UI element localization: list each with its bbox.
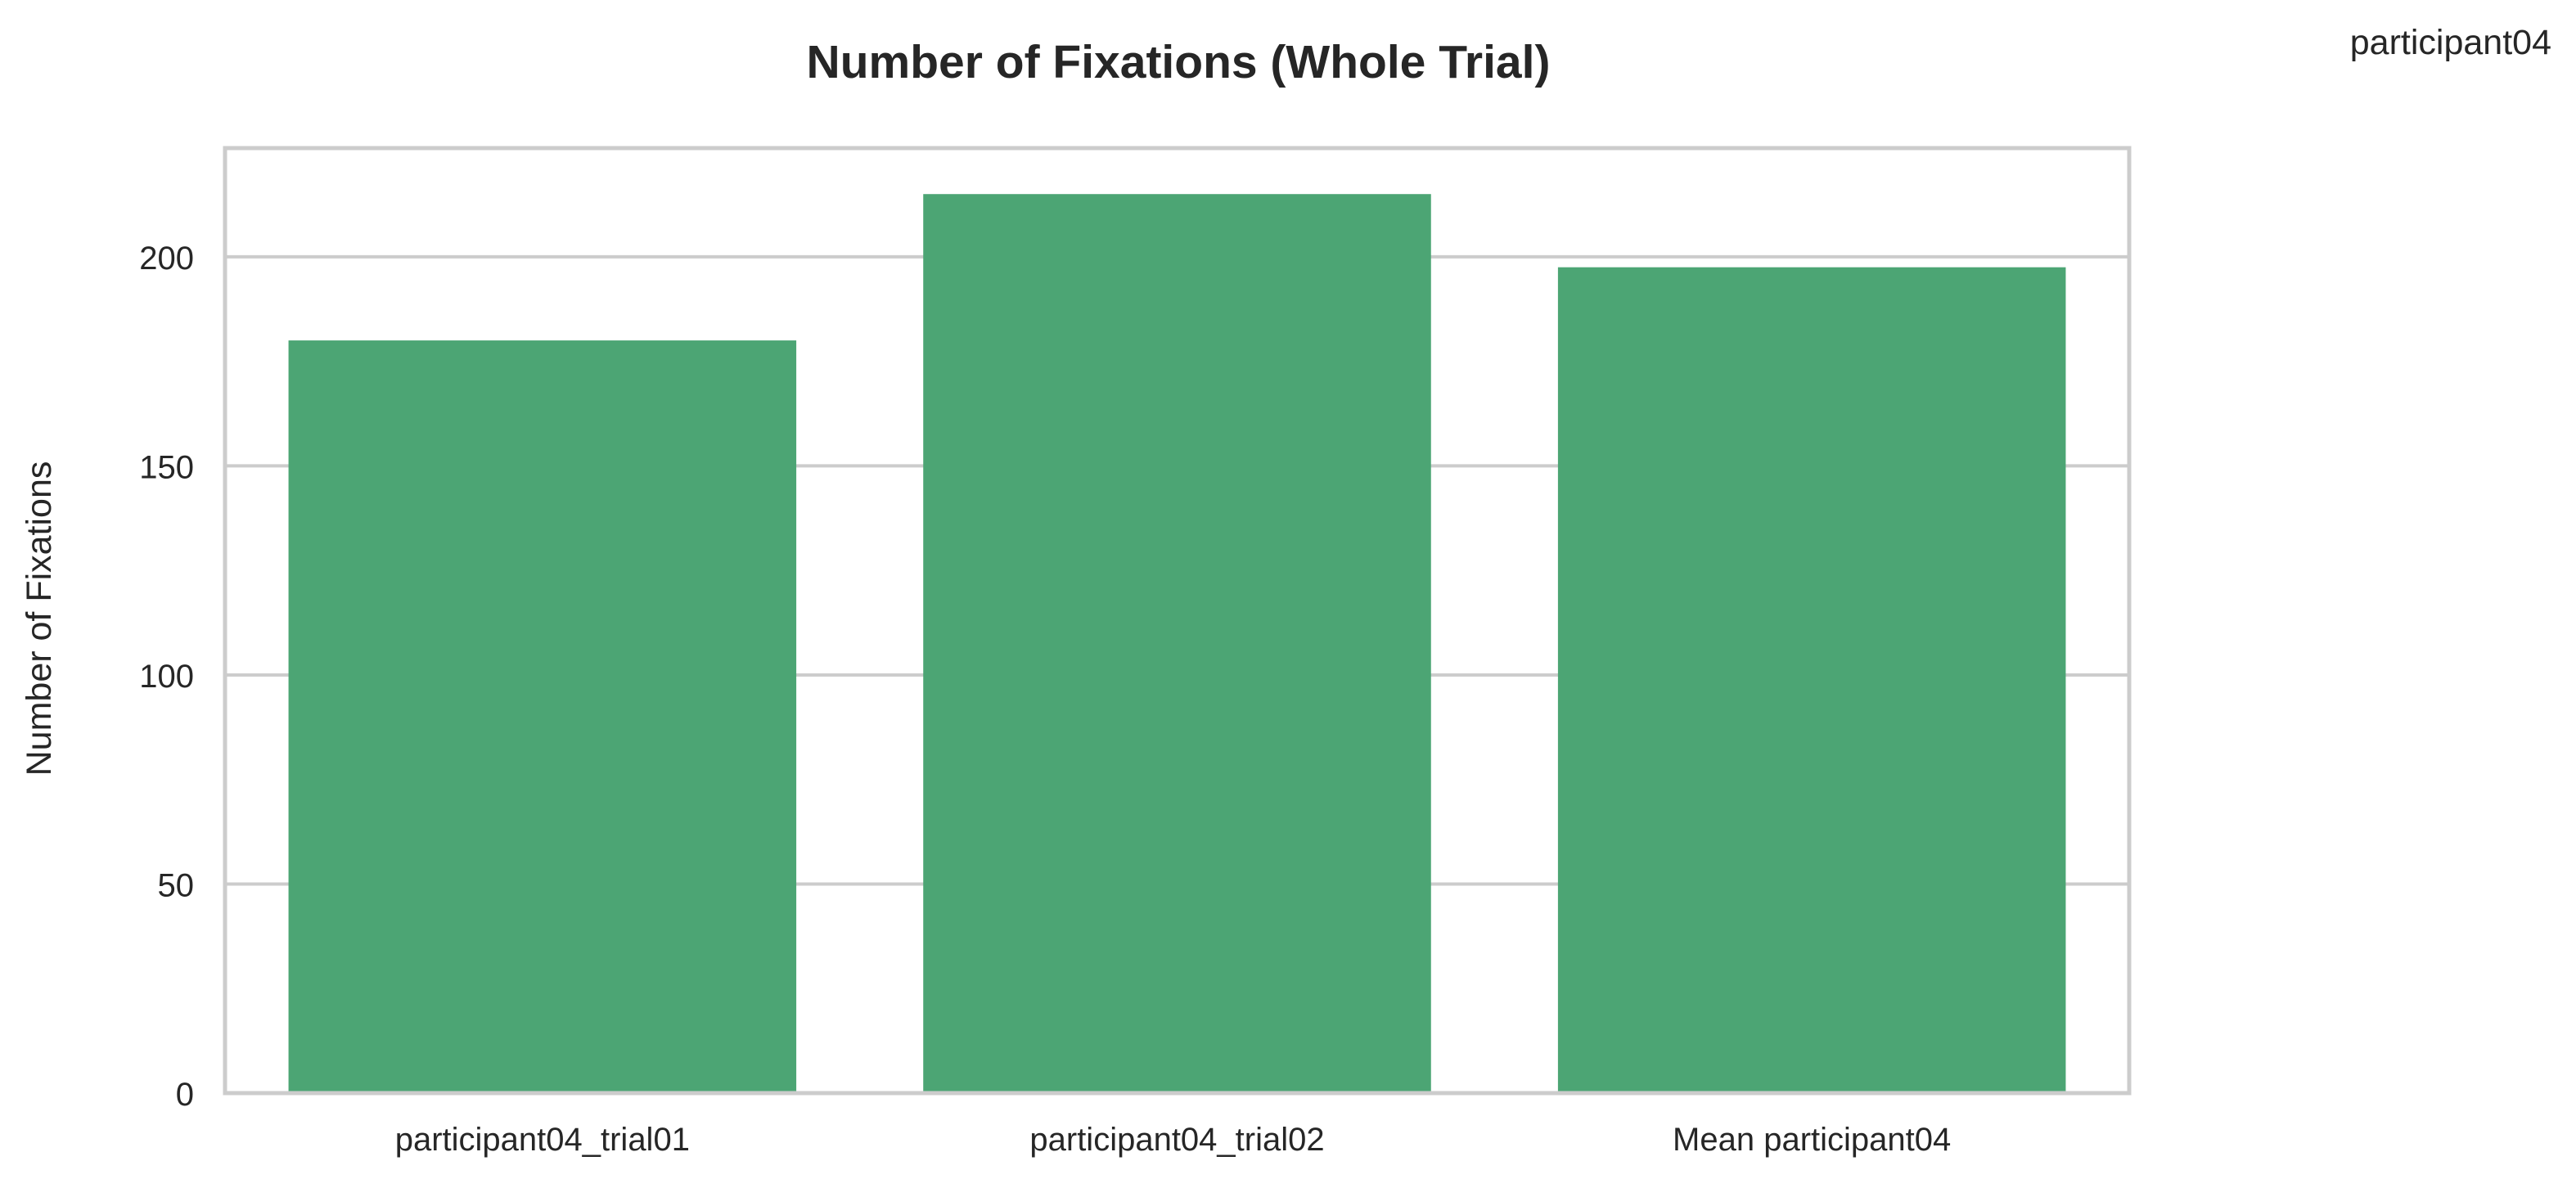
bars [288,194,2066,1094]
participant-label: participant04 [2350,23,2551,62]
x-tick-labels: participant04_trial01 participant04_trial… [395,1122,1952,1158]
chart-title: Number of Fixations (Whole Trial) [807,36,1551,88]
y-tick-label: 150 [139,449,194,485]
y-tick-labels: 0 50 100 150 200 [139,241,194,1113]
y-tick-label: 50 [158,867,195,903]
y-tick-label: 200 [139,241,194,277]
bar [1557,267,2066,1093]
x-tick-label: participant04_trial02 [1029,1122,1324,1158]
y-tick-label: 0 [176,1077,194,1113]
y-tick-label: 100 [139,659,194,695]
plot-frame [223,146,2132,1096]
y-axis-label: Number of Fixations [20,461,59,776]
x-tick-label: participant04_trial01 [395,1122,690,1158]
bar [288,340,797,1093]
bar [923,194,1431,1094]
x-tick-label: Mean participant04 [1673,1122,1951,1158]
